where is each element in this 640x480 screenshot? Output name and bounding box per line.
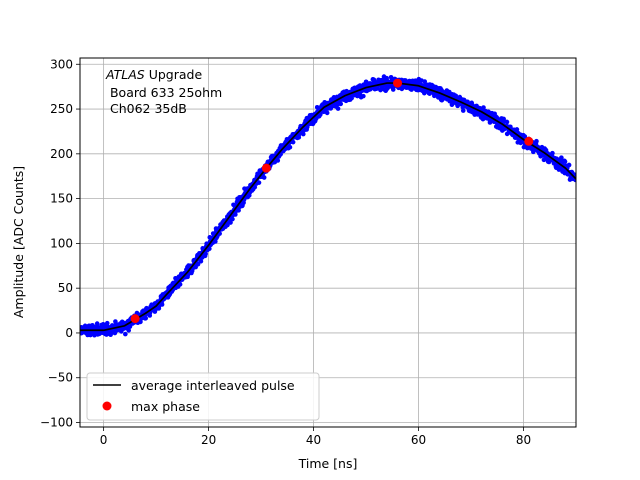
y-tick-label: 50 [58, 281, 73, 295]
sample-point [335, 106, 341, 111]
sample-point [195, 261, 201, 267]
sample-point [256, 180, 262, 185]
sample-point [275, 158, 281, 163]
annotation-line-3: Ch062 35dB [106, 101, 187, 116]
sample-point [228, 220, 233, 225]
max-phase-marker [130, 314, 140, 324]
legend-label-max-phase: max phase [131, 399, 200, 414]
sample-point [324, 110, 330, 116]
sample-point [361, 93, 366, 99]
x-tick-label: 60 [411, 433, 426, 447]
plot-data [80, 74, 576, 338]
plot-frame [79, 57, 577, 428]
annotation-upgrade: Upgrade [145, 67, 203, 82]
sample-point [287, 145, 293, 150]
annotation-box: ATLAS Upgrade Board 633 25ohm Ch062 35dB [105, 67, 222, 116]
sample-point [261, 175, 267, 180]
y-tick-label: 100 [50, 236, 73, 250]
y-tick-label: 300 [50, 57, 73, 71]
x-tick-label: 40 [306, 433, 321, 447]
sample-point [534, 138, 539, 144]
annotation-line-1: ATLAS Upgrade [105, 67, 202, 82]
average-pulse-line [80, 82, 576, 332]
x-axis-label: Time [ns] [298, 456, 358, 471]
max-phase-marker [261, 163, 271, 173]
sample-point [460, 108, 466, 113]
sample-point [562, 159, 568, 164]
sample-point [233, 212, 238, 217]
sample-point [94, 321, 100, 326]
x-tick-label: 20 [201, 433, 216, 447]
sample-point [198, 258, 204, 264]
x-tick-label: 80 [516, 433, 531, 447]
y-tick-label: −100 [40, 416, 73, 430]
sample-point [390, 87, 396, 92]
sample-point [213, 239, 218, 244]
sample-point [559, 155, 564, 160]
x-tick-label: 0 [100, 433, 108, 447]
y-tick-label: 150 [50, 192, 73, 206]
sample-point [207, 246, 212, 252]
max-phase-marker [524, 136, 534, 146]
y-axis-label: Amplitude [ADC Counts] [11, 166, 26, 318]
sample-point [338, 101, 344, 107]
sample-point [123, 331, 128, 337]
sample-point [566, 162, 572, 168]
annotation-line-2: Board 633 25ohm [106, 85, 222, 100]
sample-point [143, 315, 149, 321]
max-phase-marker [393, 78, 403, 88]
y-tick-label: 250 [50, 102, 73, 116]
legend: average interleaved pulse max phase [86, 372, 320, 421]
y-tick-label: 0 [65, 326, 73, 340]
sample-point [514, 127, 520, 132]
y-tick-label: −50 [48, 371, 73, 385]
y-tick-label: 200 [50, 147, 73, 161]
annotation-atlas: ATLAS [105, 67, 145, 82]
sample-point [504, 119, 510, 125]
sample-point [290, 139, 296, 145]
legend-marker-swatch [102, 401, 112, 411]
sample-point [177, 282, 183, 287]
sample-point [252, 184, 258, 190]
axis-ticks: 0 20 40 60 80 −100 −50 0 50 100 150 200 250 300 [40, 57, 531, 447]
sample-point [236, 208, 241, 213]
legend-label-average: average interleaved pulse [131, 378, 295, 393]
sample-point [203, 251, 208, 257]
sample-point [422, 79, 428, 84]
sample-point [230, 216, 235, 222]
legend-frame [86, 372, 320, 421]
sample-point [550, 150, 555, 156]
sample-point [159, 302, 165, 307]
sample-point [300, 131, 306, 137]
